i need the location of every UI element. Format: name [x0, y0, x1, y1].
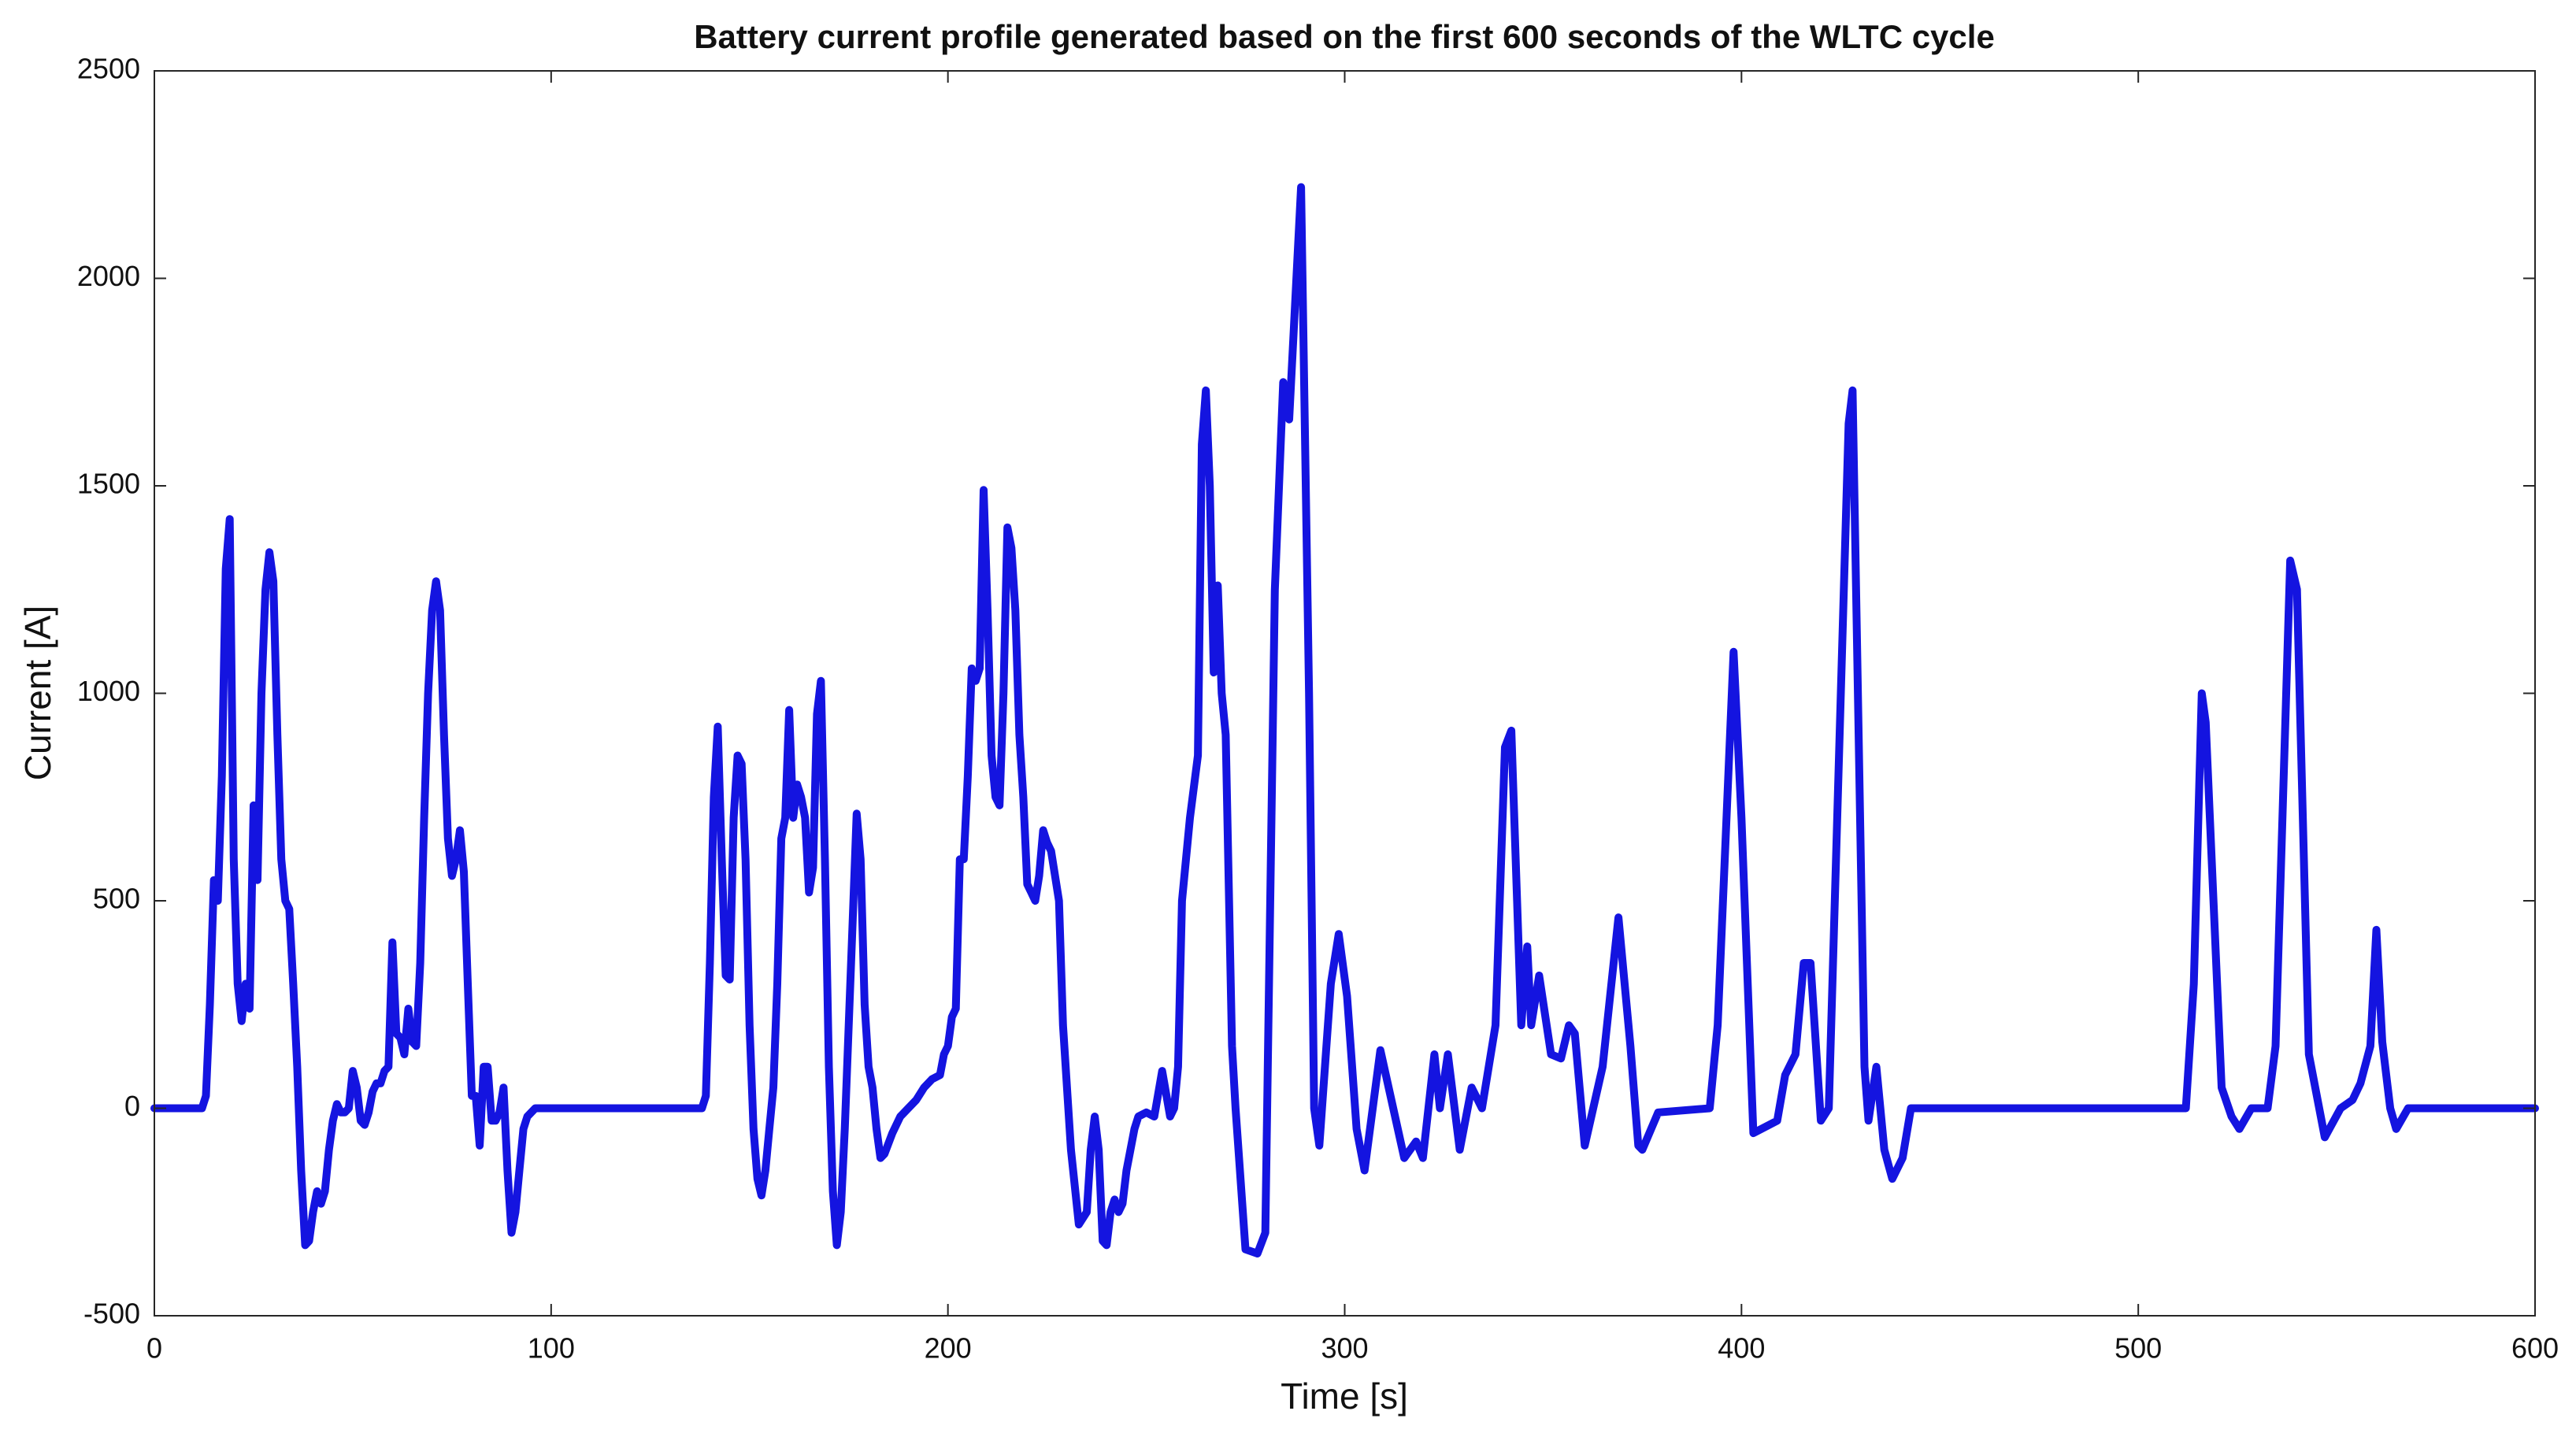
chart-title: Battery current profile generated based … — [694, 18, 1995, 55]
x-tick-label: 300 — [1321, 1332, 1368, 1365]
y-tick-label: 0 — [124, 1090, 140, 1122]
y-tick-label: 500 — [93, 883, 140, 915]
x-tick-label: 0 — [146, 1332, 162, 1365]
x-axis-label: Time [s] — [1281, 1376, 1408, 1417]
x-tick-label: 400 — [1718, 1332, 1765, 1365]
y-tick-label: -500 — [83, 1298, 140, 1330]
x-tick-label: 600 — [2511, 1332, 2559, 1365]
y-tick-label: 1500 — [77, 468, 140, 500]
x-tick-label: 100 — [528, 1332, 575, 1365]
y-tick-label: 2500 — [77, 53, 140, 85]
x-tick-label: 500 — [2115, 1332, 2162, 1365]
y-tick-label: 1000 — [77, 675, 140, 707]
y-tick-label: 2000 — [77, 260, 140, 292]
data-line — [150, 183, 2539, 1257]
x-tick-label: 200 — [925, 1332, 972, 1365]
y-axis-label: Current [A] — [17, 606, 58, 780]
